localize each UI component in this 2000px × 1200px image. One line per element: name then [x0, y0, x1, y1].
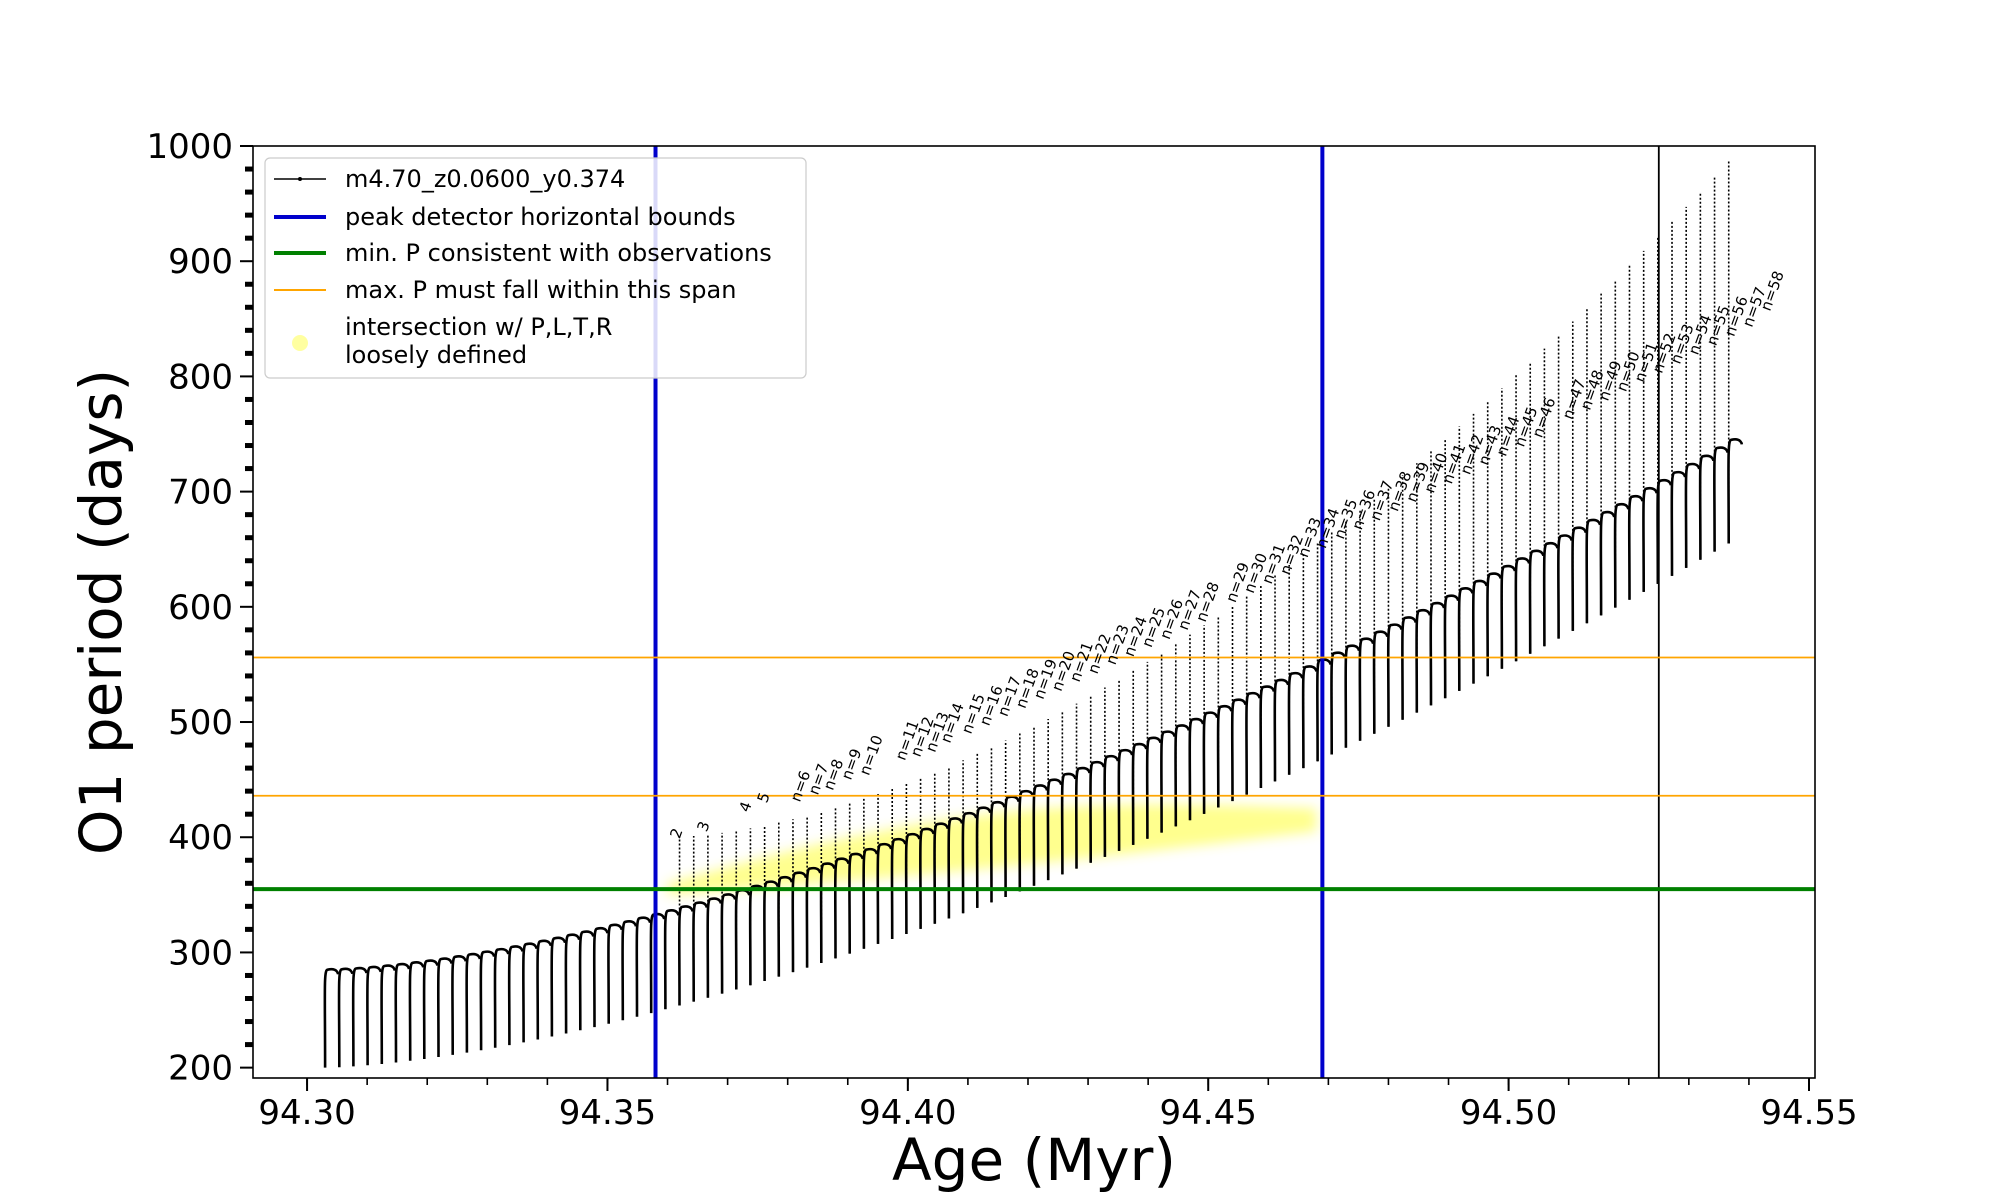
horizontal-lines	[253, 656, 1815, 892]
pulse-cycle	[1471, 579, 1488, 684]
pulse-cycle	[1599, 510, 1616, 616]
y-axis-ticks: 200 300 400 500 600 700 800 900 1000	[146, 127, 253, 1089]
pulse-cycle	[408, 961, 425, 1061]
x-tick-label: 94.45	[1160, 1093, 1257, 1133]
pulse-cycle	[1358, 637, 1375, 741]
pulse-cycle	[507, 945, 524, 1046]
pulse-cycle	[621, 920, 638, 1021]
pulse-cycle	[1542, 541, 1559, 647]
pulse-cycle	[380, 964, 397, 1065]
pulse-cycle	[493, 947, 510, 1048]
y-tick-label: 600	[168, 588, 233, 628]
pulse-cycle	[323, 967, 340, 1068]
pulse-cycle	[366, 965, 382, 1066]
plot-area	[253, 146, 1815, 1078]
pulse-cycle	[607, 923, 623, 1024]
pulse-cycle	[1486, 572, 1502, 677]
legend-label-series: m4.70_z0.0600_y0.374	[345, 165, 625, 193]
pulse-cycle	[422, 959, 439, 1060]
x-tick-label: 94.30	[258, 1093, 355, 1133]
pulse-cycle	[522, 942, 538, 1043]
x-tick-label: 94.50	[1460, 1093, 1557, 1133]
y-axis-label: O1 period (days)	[67, 369, 135, 855]
pulse-cycle	[1656, 478, 1673, 584]
y-tick-label: 500	[168, 703, 233, 743]
x-tick-label: 94.40	[859, 1093, 956, 1133]
pulse-cycle	[1713, 446, 1729, 552]
legend-entry-peak-bounds: peak detector horizontal bounds	[274, 203, 736, 231]
legend-entry-series: m4.70_z0.0600_y0.374	[274, 165, 625, 193]
pulse-cycle	[1727, 438, 1744, 544]
x-tick-label: 94.35	[559, 1093, 656, 1133]
pulse-cycle	[663, 909, 680, 1010]
pulse-cycle	[564, 933, 581, 1034]
pulse-cycle	[1443, 594, 1460, 699]
y-tick-label: 400	[168, 818, 233, 858]
legend: m4.70_z0.0600_y0.374 peak detector horiz…	[264, 157, 807, 379]
pulse-cycle	[635, 916, 652, 1017]
pulse-cycle	[1429, 601, 1446, 706]
pulse-cycle	[592, 926, 609, 1028]
pulse-cycle	[1401, 616, 1417, 720]
pulse-cycle	[578, 930, 595, 1031]
pulse-cycle	[649, 912, 666, 1014]
y-tick-label: 900	[168, 242, 233, 282]
pulse-cycle	[1372, 630, 1389, 734]
y-tick-label: 700	[168, 473, 233, 513]
pulse-cycle	[1684, 462, 1701, 568]
legend-entry-min-period: min. P consistent with observations	[274, 239, 772, 267]
pulse-cycle	[1613, 502, 1630, 608]
x-axis-label: Age (Myr)	[892, 1126, 1176, 1194]
y-tick-label: 1000	[146, 127, 233, 167]
pulse-cycle	[451, 955, 467, 1055]
x-tick-label: 94.55	[1760, 1093, 1857, 1133]
y-tick-label: 800	[168, 357, 233, 397]
y-tick-label: 200	[168, 1049, 233, 1089]
pulse-cycle	[1642, 486, 1658, 592]
plot-frame	[252, 145, 1816, 1079]
pulse-cycle	[1500, 564, 1517, 669]
legend-label-min-period: min. P consistent with observations	[345, 239, 772, 267]
pulse-cycle	[1585, 518, 1602, 624]
pulse-cycle	[1386, 623, 1403, 727]
legend-entry-max-period: max. P must fall within this span	[274, 276, 736, 304]
legend-marker-intersection	[292, 335, 308, 351]
pulse-cycle	[1627, 494, 1644, 600]
pulse-cycle	[465, 952, 482, 1053]
pulse-cycle	[1514, 557, 1531, 662]
legend-label-intersection-line2: loosely defined	[345, 341, 527, 369]
legend-label-peak-bounds: peak detector horizontal bounds	[345, 203, 736, 231]
pulse-cycle	[337, 967, 354, 1068]
legend-box	[264, 157, 807, 379]
pulse-cycle	[394, 962, 411, 1063]
pulse-cycle	[1670, 470, 1687, 576]
pulse-cycle	[479, 950, 496, 1051]
pulse-cycle	[1457, 587, 1474, 691]
period-series	[323, 161, 1744, 1068]
y-tick-label: 300	[168, 933, 233, 973]
legend-label-intersection: intersection w/ P,L,T,R	[345, 313, 612, 341]
pulse-cycle	[550, 936, 567, 1037]
pulse-cycle	[1698, 454, 1715, 560]
pulse-cycle	[1415, 608, 1432, 713]
legend-label-max-period: max. P must fall within this span	[345, 276, 736, 304]
pulse-cycle	[536, 939, 553, 1040]
x-axis-ticks: 94.30 94.35 94.40 94.45 94.50 94.55	[258, 1078, 1858, 1133]
pulse-cycle	[351, 966, 368, 1067]
pulse-cycle	[1557, 534, 1573, 639]
pulse-cycle	[1528, 549, 1545, 654]
legend-entry-intersection: intersection w/ P,L,T,R loosely defined	[292, 313, 612, 369]
pulse-cycle	[1571, 526, 1588, 631]
pulse-cycle	[436, 957, 453, 1058]
